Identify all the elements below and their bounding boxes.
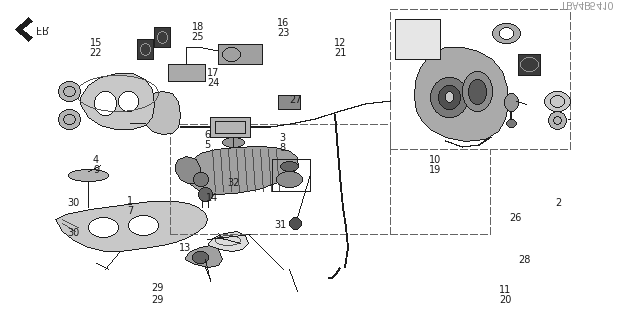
Text: 7: 7 bbox=[127, 206, 133, 216]
Text: 23: 23 bbox=[277, 28, 289, 38]
Text: 24: 24 bbox=[207, 78, 219, 88]
Text: 29: 29 bbox=[151, 283, 163, 293]
Text: 25: 25 bbox=[192, 32, 204, 42]
Text: 2: 2 bbox=[555, 198, 561, 208]
Text: 22: 22 bbox=[90, 48, 102, 58]
Text: 10: 10 bbox=[429, 155, 441, 165]
Text: 18: 18 bbox=[192, 22, 204, 32]
Text: 31: 31 bbox=[274, 220, 286, 230]
Text: 4: 4 bbox=[93, 155, 99, 165]
Text: 21: 21 bbox=[334, 48, 346, 58]
Text: 30: 30 bbox=[67, 198, 79, 208]
Text: 30: 30 bbox=[67, 228, 79, 238]
Text: 12: 12 bbox=[334, 38, 346, 48]
Text: 8: 8 bbox=[279, 143, 285, 153]
Text: 1: 1 bbox=[127, 196, 133, 206]
Text: 15: 15 bbox=[90, 38, 102, 48]
Text: 11: 11 bbox=[499, 285, 511, 295]
Text: 26: 26 bbox=[509, 213, 521, 223]
Text: 13: 13 bbox=[179, 243, 191, 253]
Text: 28: 28 bbox=[518, 255, 530, 265]
Text: 3: 3 bbox=[279, 133, 285, 143]
Text: 17: 17 bbox=[207, 68, 219, 78]
Text: 19: 19 bbox=[429, 165, 441, 175]
Text: 32: 32 bbox=[227, 178, 239, 188]
Text: 5: 5 bbox=[204, 140, 210, 150]
Text: 27: 27 bbox=[289, 95, 301, 105]
Text: 14: 14 bbox=[206, 193, 218, 203]
Text: 29: 29 bbox=[151, 295, 163, 305]
Text: 16: 16 bbox=[277, 18, 289, 28]
Text: 9: 9 bbox=[93, 165, 99, 175]
Text: 6: 6 bbox=[204, 130, 210, 140]
Text: 20: 20 bbox=[499, 295, 511, 305]
